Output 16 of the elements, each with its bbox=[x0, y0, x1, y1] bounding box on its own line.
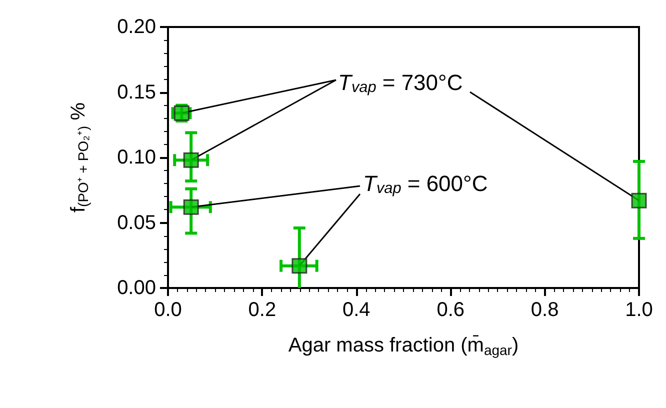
y-tick-label: 0.05 bbox=[117, 212, 156, 234]
x-tick-label: 0.0 bbox=[154, 299, 182, 321]
point bbox=[183, 199, 199, 215]
x-tick-label: 0.2 bbox=[248, 299, 276, 321]
x-tick-label: 0.6 bbox=[436, 299, 465, 321]
y-axis-title: f(PO⁺ + PO₂⁺) % bbox=[68, 102, 91, 213]
y-tick-label: 0.10 bbox=[117, 146, 156, 168]
x-tick-label: 0.8 bbox=[530, 299, 559, 321]
x-tick-label: 1.0 bbox=[625, 299, 653, 321]
y-tick-label: 0.15 bbox=[117, 81, 156, 104]
point bbox=[631, 192, 647, 208]
point bbox=[292, 258, 308, 274]
point bbox=[183, 152, 199, 168]
y-tick-label: 0.00 bbox=[117, 277, 156, 299]
x-tick-label: 0.4 bbox=[342, 299, 370, 321]
y-tick-label: 0.20 bbox=[117, 16, 156, 38]
